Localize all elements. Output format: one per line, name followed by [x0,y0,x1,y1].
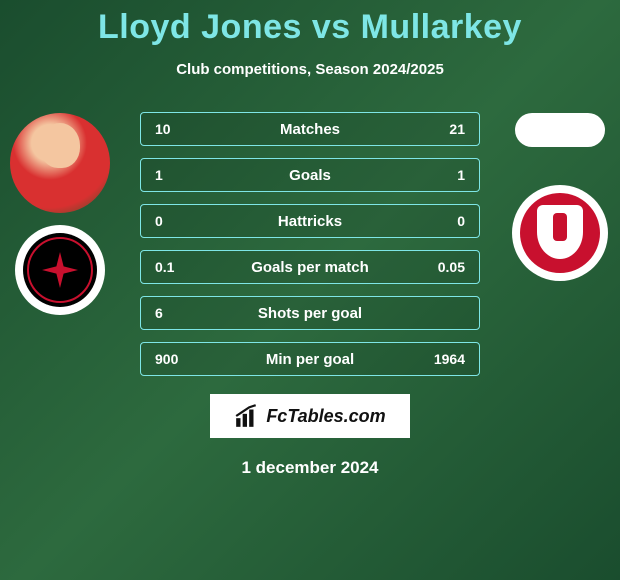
stat-row: 6 Shots per goal [140,296,480,330]
stat-right-value: 1964 [419,351,479,367]
left-player-column [0,108,120,315]
stat-label: Min per goal [201,351,419,368]
right-player-photo-placeholder [515,113,605,147]
crawley-badge-inner [520,193,600,273]
stat-label: Goals [201,167,419,184]
stat-left-value: 0.1 [141,259,201,275]
left-player-photo [10,113,110,213]
stat-row: 10 Matches 21 [140,112,480,146]
chart-icon [234,403,260,429]
comparison-content: 10 Matches 21 1 Goals 1 0 Hattricks 0 0.… [0,108,620,478]
page-title: Lloyd Jones vs Mullarkey [0,0,620,47]
stat-left-value: 1 [141,167,201,183]
brand-badge[interactable]: FcTables.com [210,394,410,438]
stat-left-value: 6 [141,305,201,321]
stat-left-value: 0 [141,213,201,229]
stats-table: 10 Matches 21 1 Goals 1 0 Hattricks 0 0.… [140,108,480,376]
date-label: 1 december 2024 [0,458,620,478]
stat-left-value: 10 [141,121,201,137]
stat-label: Matches [201,121,419,138]
charlton-sword-icon [42,252,78,288]
right-player-column [500,108,620,281]
stat-row: 1 Goals 1 [140,158,480,192]
page-subtitle: Club competitions, Season 2024/2025 [0,61,620,78]
stat-row: 0.1 Goals per match 0.05 [140,250,480,284]
right-club-badge [512,185,608,281]
charlton-badge-inner [23,233,97,307]
stat-left-value: 900 [141,351,201,367]
stat-right-value: 1 [419,167,479,183]
stat-right-value: 0 [419,213,479,229]
stat-right-value: 21 [419,121,479,137]
stat-label: Hattricks [201,213,419,230]
stat-label: Goals per match [201,259,419,276]
stat-row: 0 Hattricks 0 [140,204,480,238]
left-club-badge [15,225,105,315]
brand-text: FcTables.com [266,406,385,427]
stat-right-value: 0.05 [419,259,479,275]
stat-row: 900 Min per goal 1964 [140,342,480,376]
crawley-devil-icon [553,213,567,241]
stat-label: Shots per goal [201,305,419,322]
